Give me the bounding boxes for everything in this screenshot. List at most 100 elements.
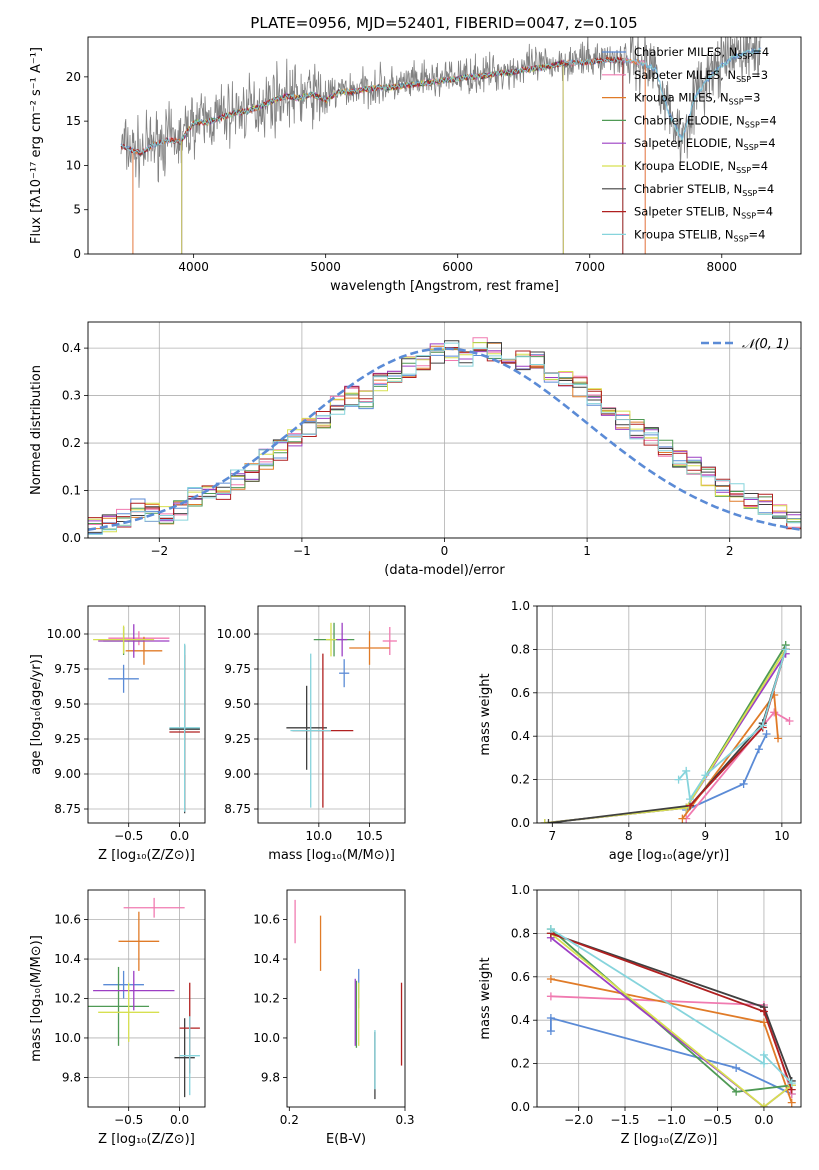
age_vs_mass-plot-area xyxy=(258,606,405,823)
legend-label: Salpeter STELIB, NSSP=4 xyxy=(634,205,773,221)
legend-label: Salpeter ELODIE, NSSP=4 xyxy=(634,136,776,152)
y-axis-label: mass weight xyxy=(478,673,493,755)
x-tick-label: 10 xyxy=(774,829,789,843)
weight-marker xyxy=(759,1018,768,1027)
y-tick-label: 10.0 xyxy=(253,1031,280,1045)
axes-frame xyxy=(87,605,206,824)
x-axis-label: mass [log₁₀(M/M⊙)] xyxy=(268,848,395,863)
weight-marker xyxy=(770,708,779,717)
x-axis-label: E(B-V) xyxy=(326,1132,366,1147)
weight-marker xyxy=(759,1103,768,1107)
panel-massweight_vs_age: 7 8 9 10 0.0 0.2 0.4 0.6 0.8 1.0 age [log₁₀(age/yr… xyxy=(478,599,802,863)
weight-marker xyxy=(759,1050,768,1059)
x-axis-label: Z [log₁₀(Z/Z⊙)] xyxy=(98,1132,195,1147)
x-tick-label: −0.5 xyxy=(703,1113,732,1127)
legend-label: Salpeter MILES, NSSP=3 xyxy=(634,68,768,84)
weight-marker xyxy=(759,1059,768,1068)
legend-label: Kroupa MILES, NSSP=3 xyxy=(634,91,760,107)
weight-marker xyxy=(787,1079,796,1088)
weight-marker xyxy=(732,1087,741,1096)
weight-marker xyxy=(739,779,748,788)
axes-frame xyxy=(536,605,802,824)
weight-marker xyxy=(774,734,783,743)
y-tick-label: 9.8 xyxy=(62,1070,81,1084)
y-tick-label: 9.25 xyxy=(224,732,251,746)
weight-marker xyxy=(686,795,695,804)
legend-label: Chabrier STELIB, NSSP=4 xyxy=(634,182,774,198)
y-tick-label: 0.2 xyxy=(511,773,530,787)
x-tick-label: −1.0 xyxy=(657,1113,686,1127)
x-tick-label: 7000 xyxy=(574,260,605,274)
model-spectrum-line xyxy=(120,47,762,155)
weight-marker xyxy=(546,1014,555,1023)
y-tick-label: 9.00 xyxy=(54,767,81,781)
weight-marker xyxy=(674,775,683,784)
weight-marker xyxy=(762,730,771,739)
weight-series-line xyxy=(677,649,787,802)
x-tick-label: 0.0 xyxy=(170,1113,189,1127)
y-tick-label: 0.0 xyxy=(511,1100,530,1114)
y-tick-label: 0.8 xyxy=(511,642,530,656)
y-tick-label: 9.50 xyxy=(224,697,251,711)
y-tick-label: 9.75 xyxy=(224,662,251,676)
y-tick-label: 0.0 xyxy=(511,816,530,830)
x-tick-label: −2.0 xyxy=(564,1113,593,1127)
weight-series-line xyxy=(550,928,793,1084)
panel-age_vs_Z: −0.5 0.0 8.75 9.00 9.25 9.50 9.75 10.00 Z [log₁₀… xyxy=(29,605,206,863)
legend: Chabrier MILES, NSSP=4 Salpeter MILES, NS… xyxy=(602,45,777,243)
x-tick-label: 4000 xyxy=(178,260,209,274)
axes-frame xyxy=(286,889,406,1108)
x-axis-label: wavelength [Angstrom, rest frame] xyxy=(330,279,559,294)
legend-label: Chabrier MILES, NSSP=4 xyxy=(634,45,769,61)
panel-residuals: −2 −1 0 1 2 0.0 0.1 0.2 0.3 0.4 (data-model)/error… xyxy=(29,321,802,578)
weight-marker xyxy=(546,925,555,934)
mass_vs_Z-plot-area xyxy=(88,890,205,1107)
weight-marker xyxy=(754,745,763,754)
y-tick-label: 10.2 xyxy=(253,992,280,1006)
x-tick-label: 10.0 xyxy=(305,829,332,843)
x-tick-label: −0.5 xyxy=(114,829,143,843)
y-tick-label: 0.3 xyxy=(62,389,81,403)
y-tick-label: 10.4 xyxy=(54,952,81,966)
mass_vs_ebv-plot-area xyxy=(294,899,403,1100)
axes-frame xyxy=(87,889,206,1108)
weight-marker xyxy=(546,1027,555,1036)
legend-label: Chabrier ELODIE, NSSP=4 xyxy=(634,113,777,129)
panel-mass_vs_Z: −0.5 0.0 9.8 10.0 10.2 10.4 10.6 Z [log₁₀(Z/Z⊙)… xyxy=(29,889,206,1147)
legend-label: 𝒩(0, 1) xyxy=(742,337,789,352)
weight-marker xyxy=(544,819,553,823)
y-tick-label: 10.0 xyxy=(54,1031,81,1045)
x-axis-label: Z [log₁₀(Z/Z⊙)] xyxy=(98,848,195,863)
y-tick-label: 0.6 xyxy=(511,686,530,700)
y-tick-label: 9.25 xyxy=(54,732,81,746)
weight-series-line xyxy=(544,644,787,823)
y-tick-label: 10.00 xyxy=(47,627,81,641)
panel-age_vs_mass: 10.0 10.5 8.75 9.00 9.25 9.50 9.75 10.00 mass [l… xyxy=(217,605,406,863)
weight-marker xyxy=(540,819,549,823)
y-axis-label: age [log₁₀(age/yr)] xyxy=(29,654,44,775)
weight-marker xyxy=(732,1063,741,1072)
y-axis-label: mass [log₁₀(M/M⊙)] xyxy=(29,935,44,1062)
y-tick-label: 0.6 xyxy=(511,970,530,984)
y-axis-label: Normed distribution xyxy=(29,365,44,495)
weight-marker xyxy=(546,992,555,1001)
weight-series-line xyxy=(550,1016,793,1095)
y-tick-label: 0.4 xyxy=(511,729,530,743)
y-tick-label: 0 xyxy=(73,247,81,261)
panel-spectrum: 4000 5000 6000 7000 8000 0 5 10 15 20 wavelength [… xyxy=(29,36,802,294)
legend: 𝒩(0, 1) xyxy=(701,337,789,352)
axes-frame xyxy=(87,321,802,539)
x-tick-label: 1 xyxy=(583,544,591,558)
y-tick-label: 10 xyxy=(66,158,81,172)
axes-frame xyxy=(87,36,802,255)
x-tick-label: 10.5 xyxy=(356,829,383,843)
y-tick-label: 9.8 xyxy=(261,1070,280,1084)
weight-series-line xyxy=(685,733,768,811)
x-tick-label: 0.2 xyxy=(280,1113,299,1127)
x-tick-label: 8000 xyxy=(707,260,738,274)
x-tick-label: −1.5 xyxy=(610,1113,639,1127)
x-axis-label: age [log₁₀(age/yr)] xyxy=(609,848,730,863)
y-tick-label: 10.6 xyxy=(253,913,280,927)
massweight_vs_Z-plot-area xyxy=(537,890,801,1107)
